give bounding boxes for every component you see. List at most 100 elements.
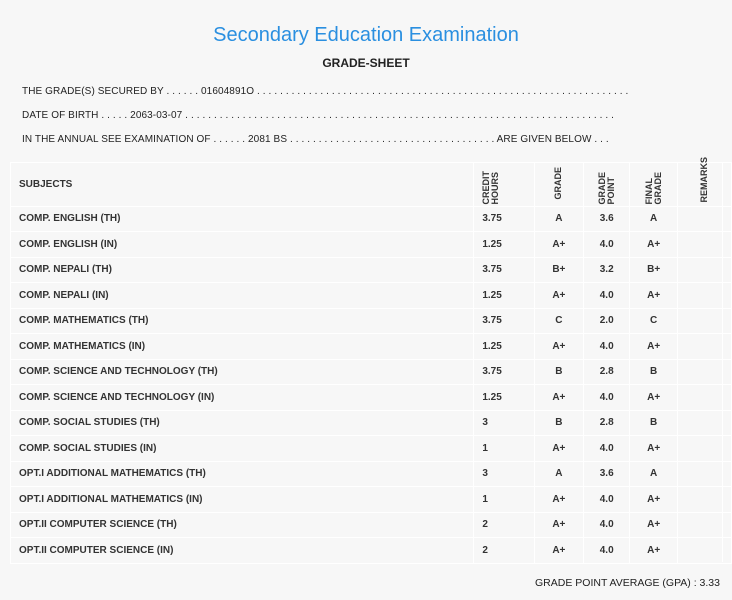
final-grade-cell: A+: [629, 384, 678, 411]
credit-hours-cell: 3.75: [473, 358, 535, 386]
subject-cell: COMP. NEPALI (TH): [9, 256, 475, 284]
final-grade-cell: A+: [629, 537, 678, 564]
grade-point-cell: 4.0: [582, 511, 631, 539]
remarks-cell: [676, 205, 732, 233]
subject-cell: COMP. SCIENCE AND TECHNOLOGY (TH): [9, 358, 475, 386]
header-subjects: SUBJECTS: [9, 162, 475, 207]
grade-point-cell: 4.0: [582, 537, 631, 564]
grade-point-cell: 2.8: [582, 358, 631, 386]
credit-hours-cell: 1.25: [473, 231, 535, 258]
remarks-cell: [676, 511, 732, 539]
subject-cell: COMP. NEPALI (IN): [9, 282, 475, 309]
secured-by-line: THE GRADE(S) SECURED BY . . . . . . 0160…: [22, 86, 629, 97]
remarks-cell: [676, 282, 732, 309]
credit-hours-cell: 1: [473, 486, 535, 513]
table-row: COMP. MATHEMATICS (TH) 3.75 C 2.0 C: [9, 307, 732, 335]
grade-point-label: GRADE POINT: [596, 171, 616, 205]
remarks-cell: [676, 231, 732, 258]
remarks-cell: [676, 409, 732, 437]
grade-cell: B+: [533, 256, 584, 284]
remarks-label: REMARKS: [698, 157, 709, 203]
credit-hours-cell: 3.75: [473, 307, 535, 335]
table-header-row: SUBJECTS CREDIT HOURS GRADE GRADE POINT …: [9, 157, 732, 207]
examination-line: IN THE ANNUAL SEE EXAMINATION OF . . . .…: [22, 134, 609, 145]
grade-cell: A+: [533, 537, 584, 564]
grade-cell: A+: [533, 435, 584, 462]
credit-hours-cell: 1.25: [473, 333, 535, 360]
page-title: Secondary Education Examination: [213, 24, 519, 46]
subject-cell: COMP. MATHEMATICS (TH): [9, 307, 475, 335]
final-grade-cell: A+: [629, 231, 678, 258]
final-grade-cell: B+: [629, 256, 678, 284]
subject-cell: OPT.II COMPUTER SCIENCE (IN): [9, 537, 475, 564]
table-row: COMP. SOCIAL STUDIES (IN) 1 A+ 4.0 A+: [9, 435, 732, 462]
credit-hours-cell: 3.75: [473, 256, 535, 284]
subject-cell: COMP. MATHEMATICS (IN): [9, 333, 475, 360]
header-credit-hours: CREDIT HOURS: [473, 162, 535, 207]
subject-cell: COMP. ENGLISH (IN): [9, 231, 475, 258]
grade-point-cell: 4.0: [582, 231, 631, 258]
grade-cell: A: [533, 205, 584, 233]
credit-hours-cell: 1: [473, 435, 535, 462]
grade-cell: C: [533, 307, 584, 335]
credit-hours-cell: 3: [473, 460, 535, 488]
grade-point-cell: 4.0: [582, 282, 631, 309]
grade-cell: B: [533, 358, 584, 386]
table-row: COMP. ENGLISH (TH) 3.75 A 3.6 A: [9, 205, 732, 233]
subject-cell: COMP. ENGLISH (TH): [9, 205, 475, 233]
grade-point-cell: 3.2: [582, 256, 631, 284]
remarks-cell: [676, 307, 732, 335]
grade-cell: A+: [533, 282, 584, 309]
subject-cell: COMP. SCIENCE AND TECHNOLOGY (IN): [9, 384, 475, 411]
final-grade-cell: C: [629, 307, 678, 335]
grade-table: SUBJECTS CREDIT HOURS GRADE GRADE POINT …: [9, 157, 732, 564]
grade-cell: A+: [533, 231, 584, 258]
table-row: COMP. NEPALI (IN) 1.25 A+ 4.0 A+: [9, 282, 732, 309]
remarks-cell: [676, 256, 732, 284]
credit-hours-cell: 3: [473, 409, 535, 437]
subject-cell: COMP. SOCIAL STUDIES (TH): [9, 409, 475, 437]
remarks-cell: [676, 486, 732, 513]
table-row: OPT.II COMPUTER SCIENCE (IN) 2 A+ 4.0 A+: [9, 537, 732, 564]
grade-point-cell: 4.0: [582, 384, 631, 411]
grade-point-cell: 2.0: [582, 307, 631, 335]
final-grade-cell: A: [629, 460, 678, 488]
remarks-cell: [676, 537, 732, 564]
final-grade-cell: A+: [629, 486, 678, 513]
final-grade-cell: A+: [629, 435, 678, 462]
final-grade-cell: B: [629, 358, 678, 386]
grade-point-cell: 2.8: [582, 409, 631, 437]
credit-hours-cell: 1.25: [473, 384, 535, 411]
subject-cell: COMP. SOCIAL STUDIES (IN): [9, 435, 475, 462]
grade-cell: A+: [533, 511, 584, 539]
date-of-birth-line: DATE OF BIRTH . . . . . 2063-03-07 . . .…: [22, 110, 615, 121]
remarks-cell: [676, 460, 732, 488]
table-row: COMP. SCIENCE AND TECHNOLOGY (TH) 3.75 B 2.…: [9, 358, 732, 386]
final-grade-cell: B: [629, 409, 678, 437]
grade-point-cell: 4.0: [582, 486, 631, 513]
subject-cell: OPT.I ADDITIONAL MATHEMATICS (IN): [9, 486, 475, 513]
grade-point-cell: 4.0: [582, 333, 631, 360]
table-row: COMP. ENGLISH (IN) 1.25 A+ 4.0 A+: [9, 231, 732, 258]
remarks-cell: [676, 384, 732, 411]
remarks-cell: [676, 333, 732, 360]
grade-label: GRADE: [553, 166, 564, 200]
header-grade-point: GRADE POINT: [582, 162, 631, 207]
final-grade-cell: A: [629, 205, 678, 233]
credit-hours-cell: 2: [473, 537, 535, 564]
final-grade-cell: A+: [629, 511, 678, 539]
grade-cell: B: [533, 409, 584, 437]
grade-cell: A+: [533, 384, 584, 411]
table-row: COMP. SCIENCE AND TECHNOLOGY (IN) 1.25 A+ 4…: [9, 384, 732, 411]
grade-cell: A: [533, 460, 584, 488]
table-row: OPT.II COMPUTER SCIENCE (TH) 2 A+ 4.0 A+: [9, 511, 732, 539]
table-row: OPT.I ADDITIONAL MATHEMATICS (IN) 1 A+ 4.0 A…: [9, 486, 732, 513]
table-border: [722, 162, 723, 562]
final-grade-cell: A+: [629, 333, 678, 360]
final-grade-label: FINAL GRADE: [643, 171, 663, 205]
subject-cell: OPT.I ADDITIONAL MATHEMATICS (TH): [9, 460, 475, 488]
table-row: COMP. SOCIAL STUDIES (TH) 3 B 2.8 B: [9, 409, 732, 437]
gpa-summary: GRADE POINT AVERAGE (GPA) : 3.33: [535, 577, 720, 589]
grade-point-cell: 3.6: [582, 205, 631, 233]
grade-cell: A+: [533, 333, 584, 360]
